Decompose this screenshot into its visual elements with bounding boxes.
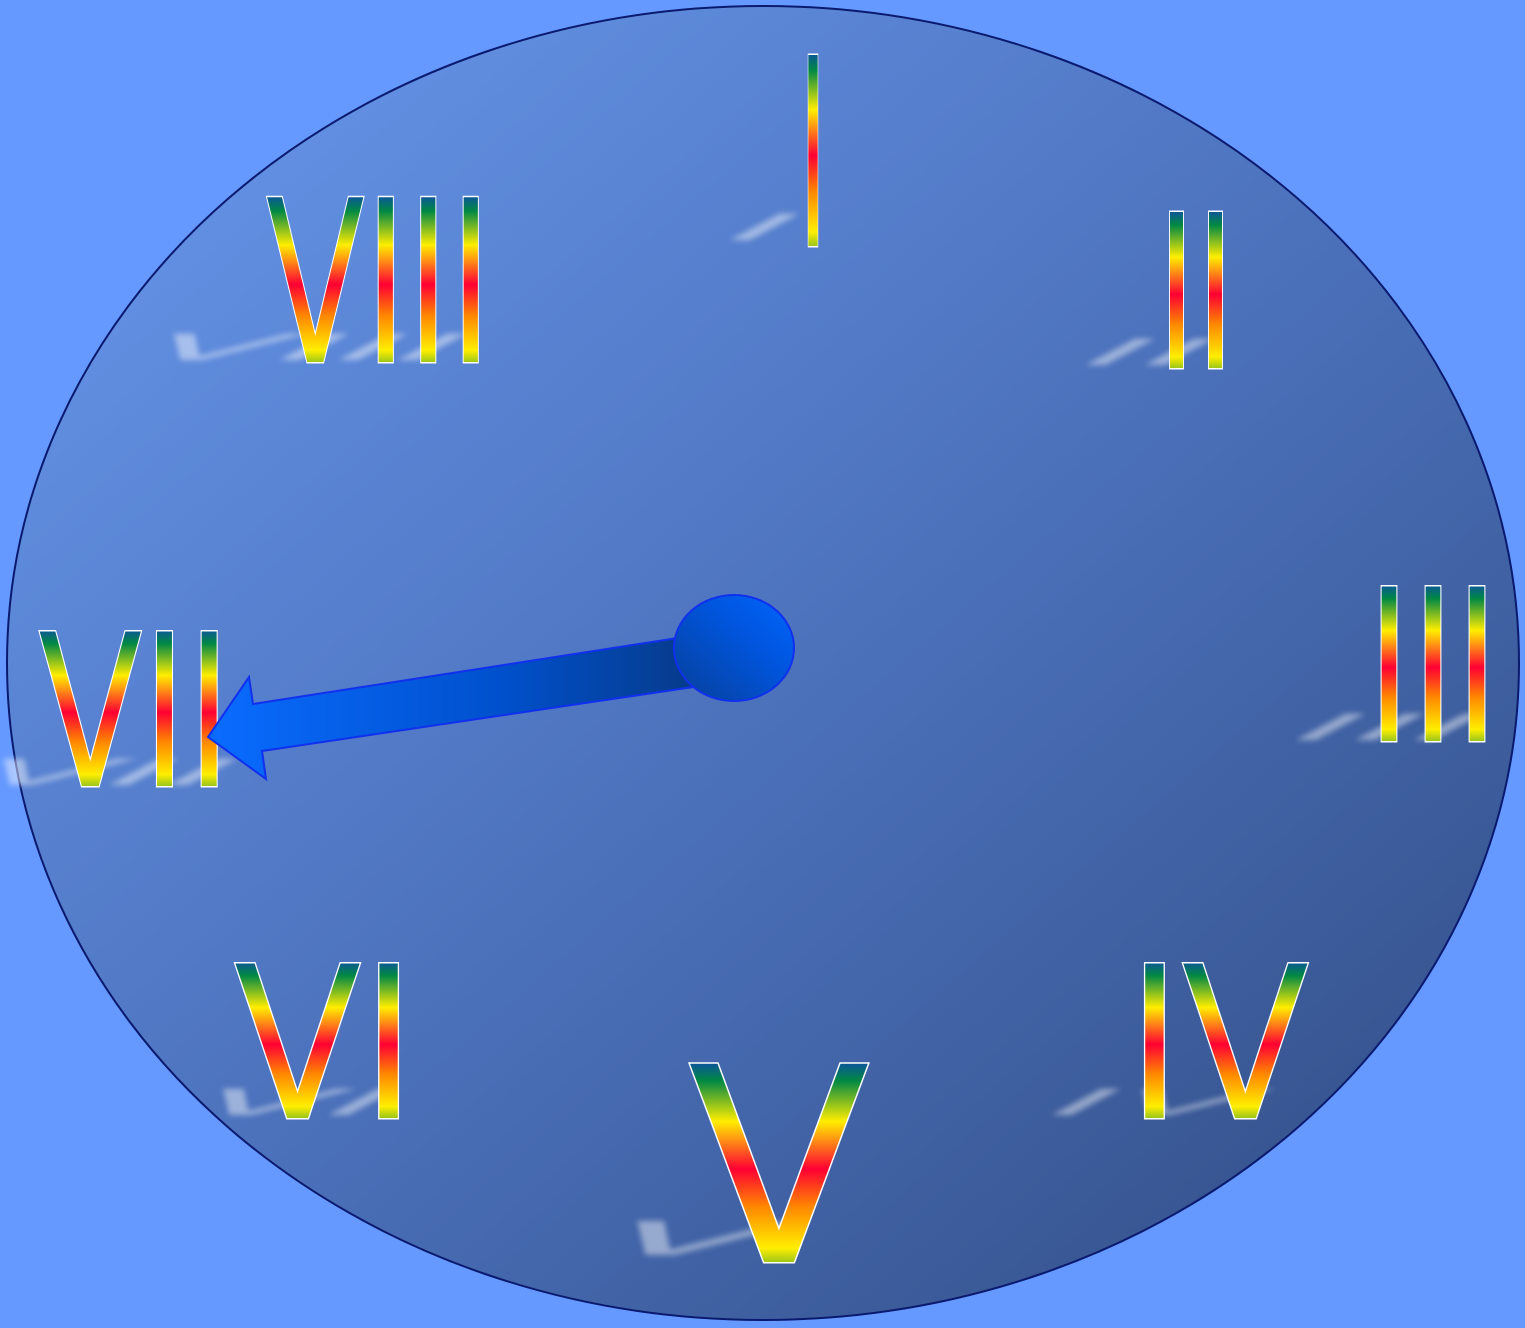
numeral-IV: IV [1127,921,1309,1168]
clock-hand [206,634,702,782]
numeral-VII: VII [39,589,232,836]
numeral-I: I [799,3,827,308]
numeral-VIII: VIII [266,153,492,416]
clock-hub [673,594,795,702]
numeral-II: II [1157,170,1235,419]
numeral-III: III [1367,544,1499,791]
numeral-V: V [688,1011,871,1323]
numeral-VI: VI [234,921,416,1168]
